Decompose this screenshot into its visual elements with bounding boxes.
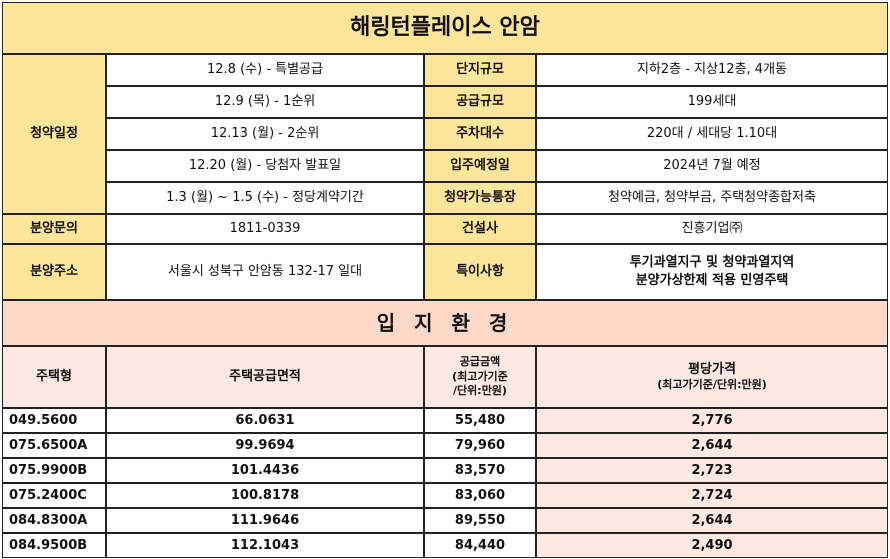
notes-line: 분양가상한제 적용 민영주택 [635,273,789,288]
cell-type: 075.6500A [2,433,106,458]
header-line: (최고가기준 [452,369,508,383]
col-header-price-per-pyeong: 평당가격 (최고가기준/단위:만원) [536,346,888,408]
cell-price-per-pyeong: 2,644 [536,508,888,533]
spec-label: 청약가능통장 [424,182,536,214]
cell-price: 84,440 [424,533,536,558]
page-title: 해링턴플레이스 안암 [2,2,888,54]
cell-price-per-pyeong: 2,723 [536,458,888,483]
spec-value: 청약예금, 청약부금, 주택청약종합저축 [536,182,888,214]
notes-value: 투기과열지구 및 청약과열지역 분양가상한제 적용 민영주택 [536,244,888,300]
spec-label: 단지규모 [424,54,536,86]
address-value: 서울시 성북구 안암동 132-17 일대 [106,244,424,300]
cell-type: 049.5600 [2,408,106,433]
cell-type: 084.9500B [2,533,106,558]
header-line: 평당가격 [688,361,736,377]
schedule-item: 12.8 (수) - 특별공급 [106,54,424,86]
col-header-type: 주택형 [2,346,106,408]
spec-value: 지하2층 - 지상12층, 4개동 [536,54,888,86]
header-line: (최고가기준/단위:만원) [657,378,767,392]
cell-type: 084.8300A [2,508,106,533]
builder-label: 건설사 [424,214,536,244]
builder-value: 진흥기업㈜ [536,214,888,244]
notes-line: 투기과열지구 및 청약과열지역 [629,255,795,271]
cell-area: 101.4436 [106,458,424,483]
cell-price-per-pyeong: 2,776 [536,408,888,433]
cell-price: 89,550 [424,508,536,533]
cell-type: 075.9900B [2,458,106,483]
cell-price: 83,060 [424,483,536,508]
header-line: 공급금액 [459,354,501,368]
cell-price-per-pyeong: 2,644 [536,433,888,458]
spec-label: 주차대수 [424,118,536,150]
cell-area: 99.9694 [106,433,424,458]
cell-area: 112.1043 [106,533,424,558]
schedule-item: 12.13 (월) - 2순위 [106,118,424,150]
cell-area: 66.0631 [106,408,424,433]
col-header-area: 주택공급면적 [106,346,424,408]
col-header-price: 공급금액 (최고가기준 /단위:만원) [424,346,536,408]
spec-label: 공급규모 [424,86,536,118]
spec-label: 입주예정일 [424,150,536,182]
address-label: 분양주소 [2,244,106,300]
schedule-item: 12.9 (목) - 1순위 [106,86,424,118]
cell-area: 100.8178 [106,483,424,508]
cell-area: 111.9646 [106,508,424,533]
schedule-item: 12.20 (월) - 당첨자 발표일 [106,150,424,182]
cell-price: 79,960 [424,433,536,458]
notes-label: 특이사항 [424,244,536,300]
spec-value: 199세대 [536,86,888,118]
inquiry-value: 1811-0339 [106,214,424,244]
cell-type: 075.2400C [2,483,106,508]
header-line: /단위:만원) [453,384,507,398]
schedule-item: 1.3 (월) ~ 1.5 (수) - 정당계약기간 [106,182,424,214]
cell-price-per-pyeong: 2,490 [536,533,888,558]
schedule-label: 청약일정 [2,54,106,214]
cell-price-per-pyeong: 2,724 [536,483,888,508]
spec-value: 220대 / 세대당 1.10대 [536,118,888,150]
spec-value: 2024년 7월 예정 [536,150,888,182]
cell-price: 55,480 [424,408,536,433]
inquiry-label: 분양문의 [2,214,106,244]
section-title: 입 지 환 경 [2,300,888,346]
cell-price: 83,570 [424,458,536,483]
